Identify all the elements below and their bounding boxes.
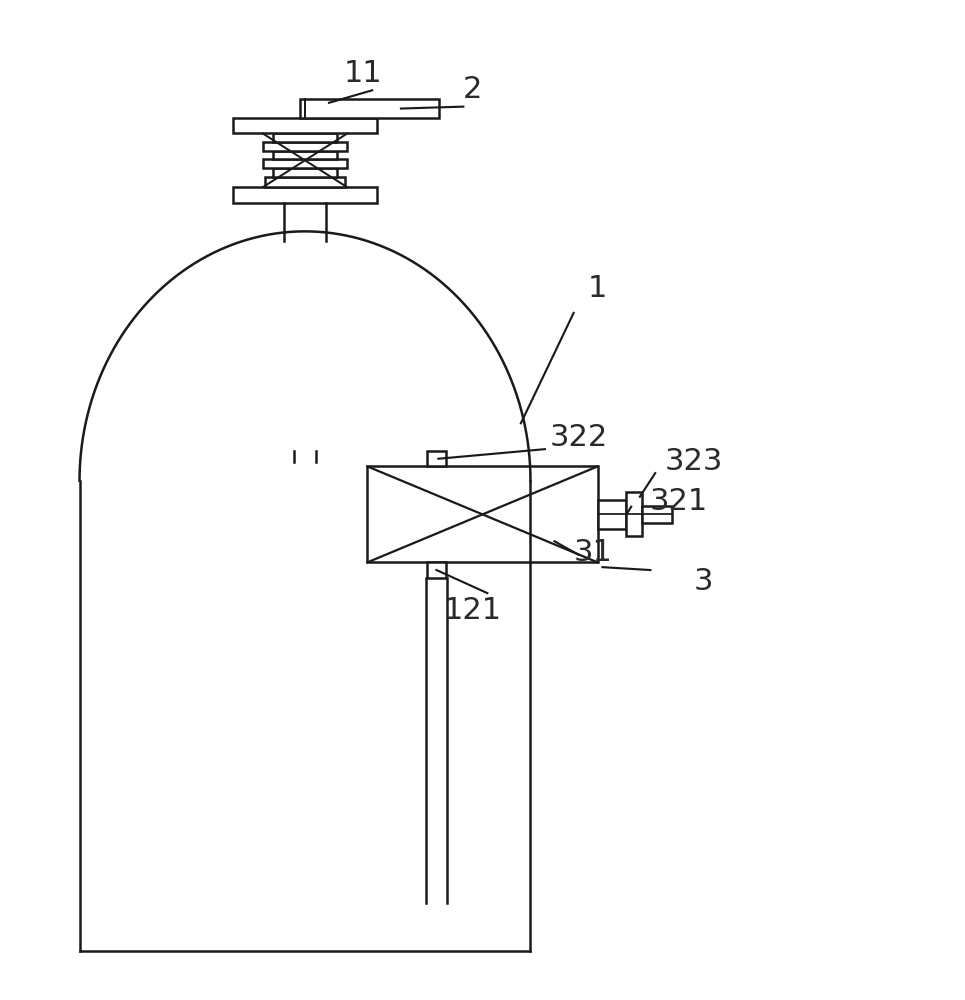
Bar [368,466,597,562]
Text: 11: 11 [344,59,382,88]
Text: 31: 31 [573,538,612,567]
Text: 3: 3 [694,567,713,596]
Text: 2: 2 [463,75,482,104]
Bar [300,99,439,118]
Bar [642,506,673,523]
Text: 121: 121 [444,596,502,625]
Bar [233,187,377,203]
Bar [626,492,642,536]
Text: 322: 322 [549,423,608,452]
Text: 323: 323 [664,447,723,476]
Bar [597,500,626,529]
Bar [427,562,446,578]
Bar [273,168,337,177]
Bar [264,177,345,187]
Bar [262,142,347,151]
Bar [233,118,377,133]
Text: 1: 1 [588,274,607,303]
Bar [262,159,347,168]
Text: 321: 321 [650,487,708,516]
Bar [273,133,337,142]
Bar [273,151,337,159]
Bar [427,451,446,466]
